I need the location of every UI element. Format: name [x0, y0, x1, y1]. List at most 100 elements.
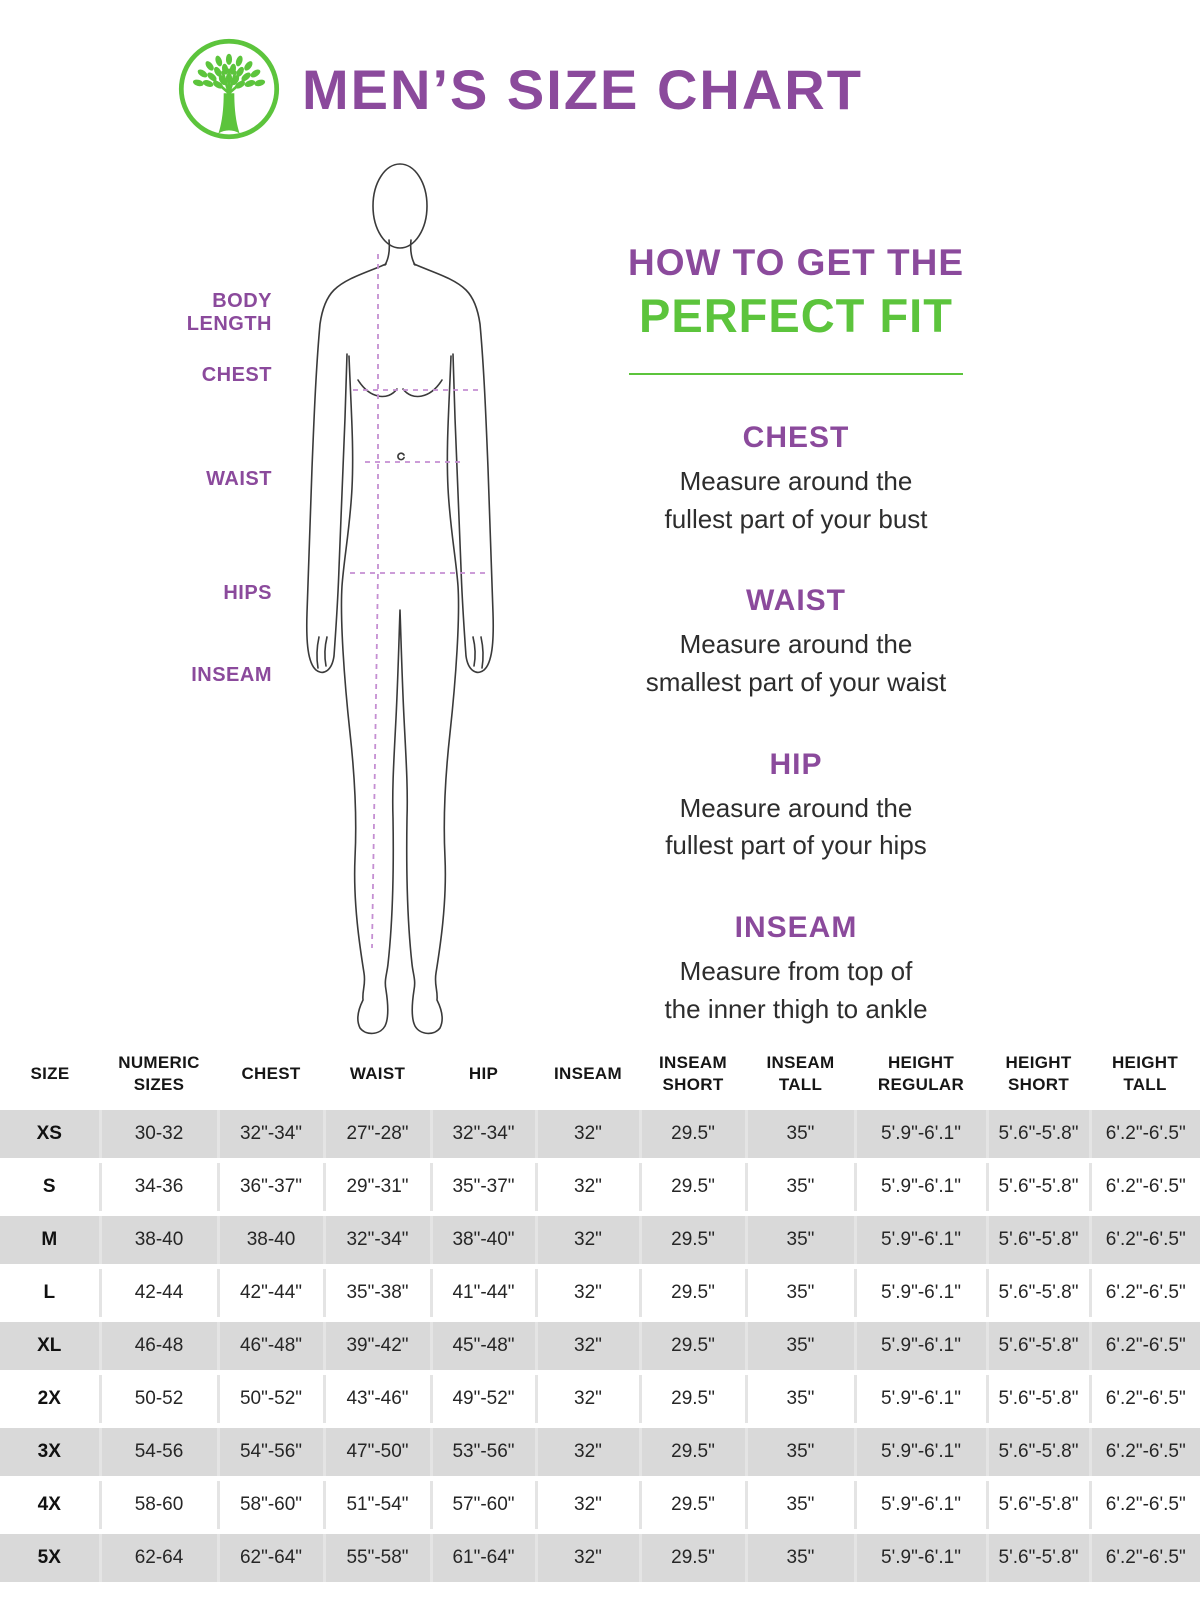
- figure-label-body-length: BODY LENGTH: [186, 290, 272, 335]
- figure-label-waist: WAIST: [206, 468, 272, 490]
- table-cell: 50"-52": [216, 1372, 324, 1429]
- table-cell: 57"-60": [429, 1478, 536, 1535]
- table-cell: 32": [534, 1531, 640, 1588]
- table-cell: 6'.2"-6'.5": [1088, 1213, 1200, 1270]
- table-header-row: SIZE NUMERIC SIZES CHEST WAIST HIP INSEAM INSE…: [0, 1038, 1200, 1111]
- figure-label-hips: HIPS: [223, 582, 272, 604]
- size-cell: XL: [0, 1319, 100, 1376]
- table-cell: 5'.6"-5'.8": [985, 1319, 1090, 1376]
- column-header: WAIST: [324, 1038, 431, 1111]
- table-cell: 38-40: [216, 1213, 324, 1270]
- table-cell: 29.5": [638, 1531, 746, 1588]
- table-cell: 29.5": [638, 1110, 746, 1164]
- size-cell: S: [0, 1160, 100, 1217]
- table-cell: 29.5": [638, 1213, 746, 1270]
- table-cell: 35": [744, 1478, 855, 1535]
- table-cell: 54"-56": [216, 1425, 324, 1482]
- table-cell: 41"-44": [429, 1266, 536, 1323]
- size-cell: 3X: [0, 1425, 100, 1482]
- table-cell: 32": [534, 1478, 640, 1535]
- table-cell: 62"-64": [216, 1531, 324, 1588]
- tree-logo-icon: [176, 36, 282, 142]
- table-cell: 5'.6"-5'.8": [985, 1160, 1090, 1217]
- table-row: XL 46-48 46"-48" 39"-42" 45"-48" 32" 29.5" 35" 5…: [0, 1319, 1200, 1376]
- figure-label-inseam: INSEAM: [191, 664, 272, 686]
- table-cell: 29.5": [638, 1425, 746, 1482]
- guide-heading-waist: WAIST: [746, 584, 846, 618]
- table-cell: 29.5": [638, 1478, 746, 1535]
- guide-text-line: Measure from top of: [679, 956, 913, 987]
- column-header: HEIGHT SHORT: [987, 1038, 1090, 1111]
- table-cell: 43"-46": [322, 1372, 431, 1429]
- table-cell: 51"-54": [322, 1478, 431, 1535]
- size-cell: XS: [0, 1110, 100, 1164]
- table-cell: 5'.6"-5'.8": [985, 1266, 1090, 1323]
- table-cell: 35": [744, 1266, 855, 1323]
- column-header: HEIGHT REGULAR: [855, 1038, 987, 1111]
- guide-text-line: Measure around the: [679, 629, 913, 660]
- table-cell: 32": [534, 1266, 640, 1323]
- table-cell: 6'.2"-6'.5": [1088, 1478, 1200, 1535]
- table-cell: 32": [534, 1425, 640, 1482]
- table-cell: 6'.2"-6'.5": [1088, 1425, 1200, 1482]
- page-title: MEN’S SIZE CHART: [302, 58, 863, 121]
- table-cell: 6'.2"-6'.5": [1088, 1372, 1200, 1429]
- table-row: 4X 58-60 58"-60" 51"-54" 57"-60" 32" 29.5" 35" 5…: [0, 1478, 1200, 1535]
- table-cell: 5'.9"-6'.1": [853, 1425, 987, 1482]
- table-row: L 42-44 42"-44" 35"-38" 41"-44" 32" 29.5" 35" 5'…: [0, 1266, 1200, 1323]
- column-header: SIZE: [0, 1038, 100, 1111]
- guide-text-line: fullest part of your hips: [665, 830, 927, 861]
- table-row: S 34-36 36"-37" 29"-31" 35"-37" 32" 29.5" 35" 5'…: [0, 1160, 1200, 1217]
- table-cell: 35": [744, 1160, 855, 1217]
- column-header: INSEAM: [536, 1038, 640, 1111]
- table-cell: 6'.2"-6'.5": [1088, 1266, 1200, 1323]
- table-cell: 5'.9"-6'.1": [853, 1372, 987, 1429]
- table-cell: 42-44: [98, 1266, 218, 1323]
- column-header: CHEST: [218, 1038, 324, 1111]
- table-cell: 54-56: [98, 1425, 218, 1482]
- guide-section-waist: WAIST Measure around the smallest part o…: [600, 584, 992, 701]
- fit-guide: HOW TO GET THE PERFECT FIT CHEST Measure…: [600, 242, 992, 1029]
- table-cell: 32"-34": [322, 1213, 431, 1270]
- table-cell: 32": [534, 1372, 640, 1429]
- size-table: SIZE NUMERIC SIZES CHEST WAIST HIP INSEAM INSE…: [0, 1038, 1200, 1588]
- table-cell: 46"-48": [216, 1319, 324, 1376]
- size-cell: M: [0, 1213, 100, 1270]
- table-cell: 35": [744, 1425, 855, 1482]
- guide-text-hip: Measure around the fullest part of your …: [600, 790, 992, 865]
- guide-text-line: Measure around the: [679, 792, 913, 823]
- table-cell: 35": [744, 1110, 855, 1164]
- table-cell: 5'.6"-5'.8": [985, 1372, 1090, 1429]
- table-cell: 29.5": [638, 1160, 746, 1217]
- size-cell: 2X: [0, 1372, 100, 1429]
- table-row: 3X 54-56 54"-56" 47"-50" 53"-56" 32" 29.5" 35" 5…: [0, 1425, 1200, 1482]
- table-cell: 49"-52": [429, 1372, 536, 1429]
- table-cell: 61"-64": [429, 1531, 536, 1588]
- table-cell: 32": [534, 1319, 640, 1376]
- table-cell: 34-36: [98, 1160, 218, 1217]
- table-cell: 47"-50": [322, 1425, 431, 1482]
- table-cell: 32": [534, 1160, 640, 1217]
- table-cell: 42"-44": [216, 1266, 324, 1323]
- guide-text-chest: Measure around the fullest part of your …: [600, 463, 992, 538]
- guide-text-line: smallest part of your waist: [645, 667, 947, 698]
- table-cell: 50-52: [98, 1372, 218, 1429]
- table-cell: 5'.9"-6'.1": [853, 1319, 987, 1376]
- table-cell: 38"-40": [429, 1213, 536, 1270]
- table-cell: 35"-37": [429, 1160, 536, 1217]
- table-cell: 5'.9"-6'.1": [853, 1266, 987, 1323]
- table-cell: 30-32: [98, 1110, 218, 1164]
- table-cell: 35": [744, 1213, 855, 1270]
- table-cell: 29"-31": [322, 1160, 431, 1217]
- table-cell: 29.5": [638, 1266, 746, 1323]
- table-cell: 38-40: [98, 1213, 218, 1270]
- table-cell: 35"-38": [322, 1266, 431, 1323]
- table-row: 5X 62-64 62"-64" 55"-58" 61"-64" 32" 29.5" 35" 5…: [0, 1531, 1200, 1588]
- table-cell: 6'.2"-6'.5": [1088, 1319, 1200, 1376]
- table-cell: 32"-34": [216, 1110, 324, 1164]
- table-cell: 39"-42": [322, 1319, 431, 1376]
- column-header: INSEAM TALL: [746, 1038, 855, 1111]
- table-cell: 46-48: [98, 1319, 218, 1376]
- fit-guide-title-line2: PERFECT FIT: [639, 289, 953, 342]
- size-cell: 4X: [0, 1478, 100, 1535]
